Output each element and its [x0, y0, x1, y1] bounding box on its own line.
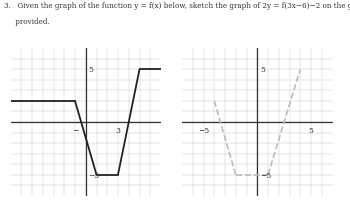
Text: 5: 5	[309, 126, 314, 134]
Text: −5: −5	[89, 171, 100, 179]
Text: −5: −5	[260, 171, 271, 179]
Text: provided.: provided.	[4, 18, 49, 26]
Text: 5: 5	[260, 66, 265, 74]
Text: −5: −5	[198, 126, 209, 134]
Text: 5: 5	[89, 66, 93, 74]
Text: 3: 3	[116, 126, 120, 134]
Text: 3.   Given the graph of the function y = f(x) below, sketch the graph of 2y = f(: 3. Given the graph of the function y = f…	[4, 2, 350, 10]
Text: −: −	[72, 126, 78, 134]
